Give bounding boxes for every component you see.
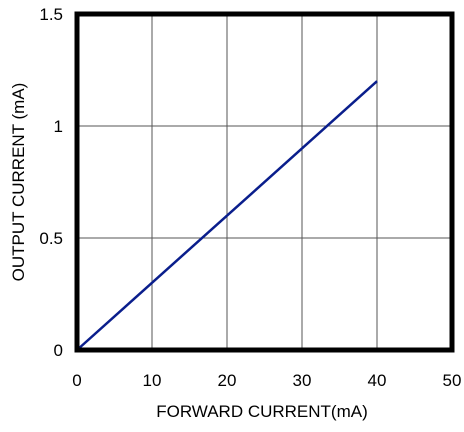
x-tick-label-4: 40 (368, 371, 387, 390)
y-tick-label-1: 0.5 (39, 229, 63, 248)
series-layer (76, 80, 378, 351)
y-tick-label-3: 1.5 (39, 5, 63, 24)
x-tick-label-1: 10 (143, 371, 162, 390)
x-tick-label-3: 30 (293, 371, 312, 390)
x-tick-label-5: 50 (443, 371, 462, 390)
y-axis-title: OUTPUT CURRENT (mA) (9, 83, 28, 282)
x-tick-label-0: 0 (72, 371, 81, 390)
plot-frame (74, 11, 455, 353)
x-tick-labels: 0 10 20 30 40 50 (72, 371, 461, 390)
y-tick-labels: 0 0.5 1 1.5 (39, 5, 63, 360)
y-tick-label-2: 1 (54, 117, 63, 136)
x-axis-title: FORWARD CURRENT(mA) (156, 402, 368, 421)
grid-layer (77, 14, 452, 350)
x-tick-label-2: 20 (218, 371, 237, 390)
series-line-0 (76, 80, 378, 351)
y-tick-label-0: 0 (54, 341, 63, 360)
